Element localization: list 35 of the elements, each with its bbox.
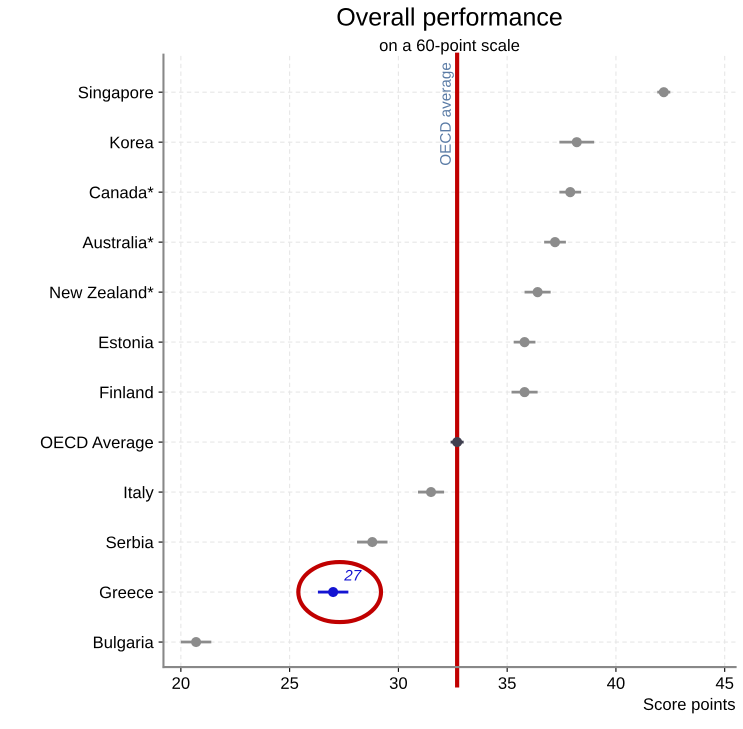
x-tick-label: 35 [498,677,516,689]
point [519,337,530,348]
x-tick-label: 20 [172,677,190,689]
data-label: 27 [344,570,362,581]
y-tick-label: Serbia [106,536,154,548]
y-tick-label: Greece [100,586,153,598]
y-tick-label: Singapore [78,86,154,102]
chart-subtitle: on a 60-point scale [380,38,520,54]
y-tick-label: Australia* [82,236,154,248]
y-tick-label: Canada* [90,186,154,198]
point [328,586,338,598]
point [426,486,436,498]
x-tick-label: 45 [716,677,734,689]
point [452,437,462,448]
point [191,636,202,648]
point [572,137,582,148]
y-tick-label: Estonia [100,336,154,348]
y-tick-label: Italy [124,486,154,502]
y-tick-label: New Zealand* [50,286,154,298]
x-tick-label: 30 [390,677,408,689]
point [658,87,669,98]
point [367,536,378,548]
y-tick-label: OECD Average [40,436,153,452]
point [519,387,530,398]
x-tick-label: 25 [281,677,298,689]
point [565,187,576,198]
x-axis-title: Score points [644,698,735,714]
y-tick-label: Korea [110,136,154,148]
x-tick-label: 40 [607,677,625,689]
y-tick-label: Bulgaria [94,636,154,652]
y-tick-label: Finland [100,386,153,398]
chart-title: Overall performance [337,7,562,31]
point [550,237,560,248]
point [532,287,543,298]
ref-line-label: OECD average [440,62,454,166]
